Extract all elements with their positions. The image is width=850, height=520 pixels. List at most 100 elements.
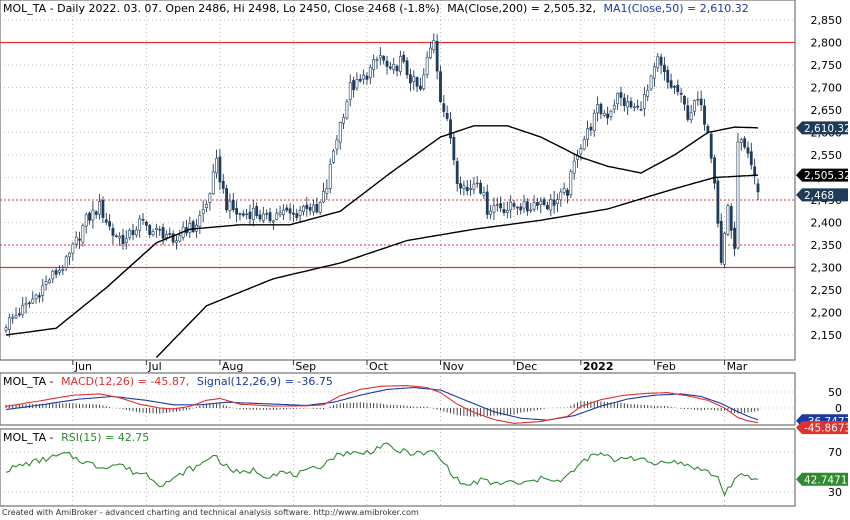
candle-body — [696, 98, 700, 101]
ma200-label: MA(Close,200) = 2,505.32, — [447, 2, 596, 15]
candle-body — [165, 234, 168, 238]
candle-body — [502, 209, 506, 213]
candle-body — [726, 205, 730, 235]
candle-body — [101, 200, 105, 218]
rsi-y-tick-label: 70 — [828, 446, 842, 459]
candle-body — [409, 74, 412, 84]
candle-body — [34, 294, 38, 300]
price-chart-title: MOL_TA - Daily 2022. 03. 07. Open 2486, … — [3, 2, 749, 15]
candle-body — [652, 66, 656, 79]
ma50-label: MA1(Close,50) = 2,610.32 — [603, 2, 748, 15]
candle-body — [485, 191, 489, 215]
candle-body — [315, 204, 319, 213]
candle-body — [395, 65, 399, 72]
candle-body — [402, 54, 406, 62]
candle-body — [592, 112, 596, 132]
candle-body — [372, 59, 376, 70]
candle-body — [582, 139, 586, 150]
rsi-value-badge-text: 42.7471 — [804, 474, 847, 486]
candle-body — [51, 270, 55, 280]
support-resistance-lines — [0, 41, 795, 269]
candle-body — [322, 190, 325, 203]
candle-body — [449, 119, 452, 139]
candle-body — [325, 188, 329, 194]
candle-body — [128, 229, 132, 238]
candle-body — [218, 156, 222, 183]
candle-body — [716, 180, 720, 224]
candle-body — [358, 78, 362, 82]
candle-body — [108, 221, 112, 227]
macd-value-badge-shape — [796, 421, 848, 435]
close-value-badge: 2,468 — [796, 188, 848, 202]
candle-body — [221, 180, 225, 189]
candle-body — [532, 202, 536, 210]
candle-body — [168, 233, 172, 235]
candle-body — [241, 213, 245, 216]
month-tick-label: Mar — [727, 360, 748, 373]
candle-body — [733, 227, 737, 249]
ma200-value-badge-shape — [796, 168, 848, 182]
candle-body — [188, 223, 192, 233]
candle-body — [215, 157, 218, 174]
rsi-title-prefix: MOL_TA - — [3, 431, 54, 444]
candle-body — [519, 206, 523, 211]
candle-body — [308, 207, 312, 211]
rsi-value-badge-shape — [796, 472, 848, 486]
rsi-line — [5, 442, 759, 497]
candle-body — [58, 269, 61, 273]
candle-body — [479, 182, 482, 194]
candle-body — [255, 206, 259, 216]
candle-body — [606, 113, 610, 119]
candle-body — [736, 141, 740, 249]
footer-credit: Created with AmiBroker - advanced charti… — [2, 508, 419, 517]
candle-body — [225, 188, 228, 211]
candle-body — [74, 236, 78, 245]
candle-body — [265, 213, 269, 215]
ma50-value-badge-shape — [796, 121, 848, 135]
candle-body — [666, 69, 670, 83]
candle-body — [268, 212, 272, 222]
candle-body — [191, 221, 195, 233]
candle-body — [375, 59, 379, 61]
ma200-value-badge: 2,505.32 — [796, 168, 850, 182]
price-y-tick-label: 2,850 — [811, 14, 843, 27]
candle-body — [689, 112, 693, 121]
signal-line — [5, 386, 759, 421]
candle-body — [412, 76, 416, 83]
candle-body — [439, 71, 442, 102]
candle-body — [482, 192, 486, 196]
candle-body — [739, 139, 743, 143]
month-tick-label: Dec — [516, 360, 537, 373]
candle-body — [646, 90, 650, 97]
candle-body — [4, 327, 8, 331]
candle-body — [345, 101, 349, 119]
candle-body — [158, 229, 162, 231]
candle-body — [398, 56, 402, 72]
candle-body — [171, 233, 175, 243]
rsi-y-tick-label: 30 — [828, 486, 842, 499]
candle-body — [626, 101, 630, 108]
candle-body — [515, 206, 519, 209]
candle-body — [261, 213, 265, 221]
candle-body — [536, 202, 539, 206]
candle-body — [636, 105, 640, 108]
candle-body — [228, 200, 232, 212]
candle-body — [155, 227, 158, 230]
month-tick-label: 2022 — [583, 360, 614, 373]
candle-body — [596, 104, 599, 114]
candle-body — [703, 105, 706, 125]
macd-y-tick-label: 0 — [835, 402, 842, 415]
price-y-tick-label: 2,650 — [811, 104, 843, 117]
candle-body — [459, 183, 462, 189]
candle-body — [312, 204, 315, 213]
macd-value-badge-text: -45.8673 — [804, 423, 850, 435]
candle-body — [198, 215, 202, 227]
candle-body — [499, 203, 503, 209]
candle-body — [719, 220, 723, 263]
candle-body — [61, 269, 65, 271]
candle-body — [78, 238, 81, 241]
candle-body — [579, 148, 583, 155]
candle-body — [642, 94, 646, 109]
candle-body — [432, 40, 436, 51]
candle-body — [693, 100, 696, 112]
